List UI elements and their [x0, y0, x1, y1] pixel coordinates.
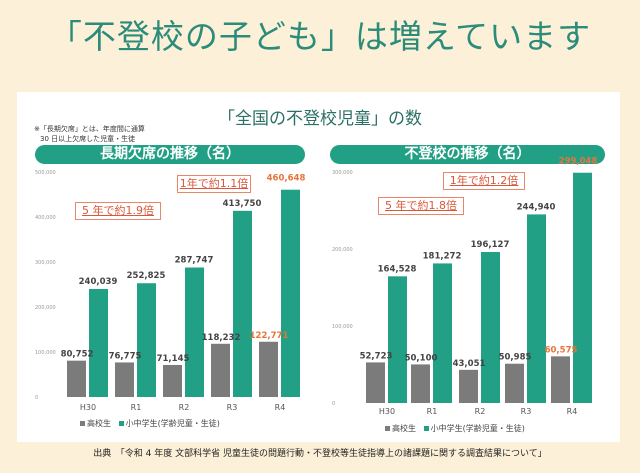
chart-subtitle: 「全国の不登校児童」の数 [218, 109, 422, 129]
chart2-annotation-1yr: 1年で約1.2倍 [443, 172, 525, 190]
chart2-xtick: R4 [567, 407, 578, 416]
chart1-bar-elem [281, 189, 300, 397]
chart2-bar-high [505, 363, 524, 403]
chart1-bar-elem [89, 288, 108, 397]
chart2-xtick: R3 [521, 407, 532, 416]
chart1-label-elem: 252,825 [127, 271, 166, 281]
chart1-xtick: R4 [275, 403, 286, 412]
note-line-1: ※「長期欠席」とは、年度間に通算 [34, 125, 145, 133]
chart1-bar-elem [233, 210, 252, 397]
chart1-ytick: 400,000 [35, 215, 56, 221]
chart2-bar-elem [573, 172, 592, 403]
chart2-ytick: 100,000 [332, 324, 353, 330]
chart2-label-elem: 196,127 [471, 240, 510, 250]
chart1-annotation-5yr: 5 年で約1.9倍 [75, 202, 161, 220]
page-title: 「不登校の子ども」は増えています [48, 17, 592, 56]
chart1-label-elem: 460,648 [267, 174, 306, 184]
chart1-ytick: 0 [35, 395, 38, 401]
chart1-label-elem: 240,039 [79, 277, 118, 287]
chart1-label-high: 122,771 [250, 331, 289, 341]
chart2-label-high: 50,100 [405, 353, 438, 363]
chart1-ytick: 300,000 [35, 260, 56, 266]
legend-swatch-high [80, 421, 85, 426]
chart2-xtick: R1 [427, 407, 438, 416]
chart1-label-high: 80,752 [61, 350, 94, 360]
chart2-label-elem: 244,940 [517, 202, 556, 212]
legend-swatch-high [385, 426, 390, 431]
legend-swatch-elem [118, 421, 124, 426]
chart2-ytick: 300,000 [332, 170, 353, 176]
chart1-bar-high [211, 343, 230, 397]
chart1-bar-elem [185, 267, 204, 397]
chart2-label-high: 52,723 [360, 351, 393, 361]
chart1-bar-high [115, 362, 134, 397]
chart1-ytick: 200,000 [35, 305, 56, 311]
legend-elem: 小中学生(学齢児童・生徒) [423, 424, 525, 433]
chart2-bar-elem [481, 251, 500, 403]
legend-high: 高校生 [385, 424, 416, 433]
chart2-label-high: 50,985 [499, 353, 532, 363]
chart1-bar-elem [137, 283, 156, 397]
chart1-ytick: 500,000 [35, 170, 56, 176]
chart2-bar-high [411, 364, 430, 403]
chart1-xtick: H30 [80, 403, 96, 412]
chart2-xtick: H30 [379, 407, 395, 416]
chart1-xtick: R1 [131, 403, 142, 412]
chart2-bar-high [551, 356, 570, 403]
chart2-bar-high [459, 369, 478, 403]
chart2-bar-elem [527, 214, 546, 403]
chart1-label-high: 118,232 [202, 333, 241, 343]
chart2-title: 不登校の推移（名） [330, 145, 605, 164]
source-citation: 出典 「令和 4 年度 文部科学省 児童生徒の問題行動・不登校等生徒指導上の諸課… [93, 449, 547, 459]
legend-high: 高校生 [80, 419, 111, 428]
chart2-label-elem: 299,048 [559, 157, 598, 167]
chart2-xtick: R2 [475, 407, 486, 416]
chart2-ytick: 0 [332, 401, 335, 407]
chart1-label-high: 76,775 [109, 351, 142, 361]
legend-swatch-elem [423, 426, 429, 431]
chart2-label-elem: 164,528 [378, 264, 417, 274]
legend-elem: 小中学生(学齢児童・生徒) [118, 419, 220, 428]
chart2-bar-elem [433, 263, 452, 403]
chart1-label-elem: 287,747 [175, 256, 214, 266]
chart2-ytick: 200,000 [332, 247, 353, 253]
chart1-bar-high [67, 360, 86, 397]
chart2-bar-high [366, 362, 385, 403]
chart1-label-high: 71,145 [157, 354, 190, 364]
chart2-label-high: 60,575 [545, 345, 578, 355]
chart1-label-elem: 413,750 [223, 199, 262, 209]
chart2-legend: 高校生 小中学生(学齢児童・生徒) [385, 423, 525, 434]
chart1-xtick: R3 [227, 403, 238, 412]
chart1-annotation-1yr: 1年で約1.1倍 [177, 175, 251, 193]
chart1-ytick: 100,000 [35, 350, 56, 356]
chart2-label-high: 43,051 [453, 359, 486, 369]
chart1-legend: 高校生 小中学生(学齢児童・生徒) [80, 418, 220, 429]
chart2-label-elem: 181,272 [423, 251, 462, 261]
chart2-bar-elem [388, 276, 407, 403]
chart1-bar-high [259, 341, 278, 397]
chart1-xtick: R2 [179, 403, 190, 412]
chart2-annotation-5yr: 5 年で約1.8倍 [378, 197, 464, 215]
chart1-title: 長期欠席の推移（名） [35, 145, 305, 164]
chart1-bar-high [163, 364, 182, 397]
note-line-2: 30 日以上欠席した児童・生徒 [40, 135, 136, 143]
